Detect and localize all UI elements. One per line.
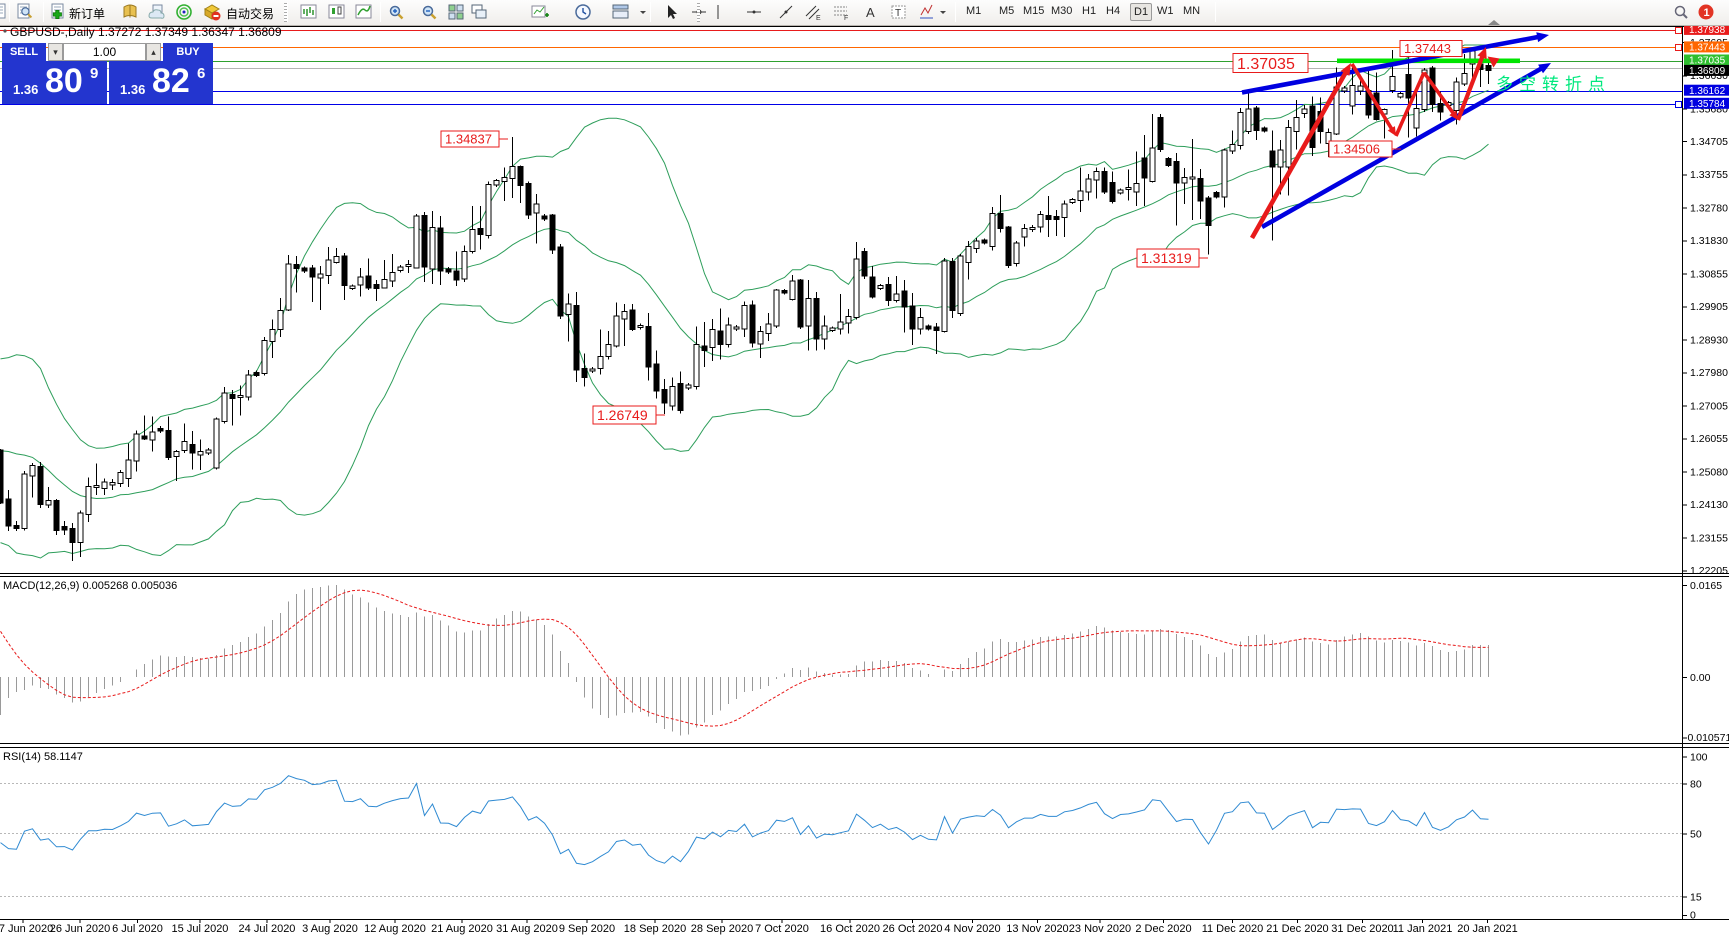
svg-text:11 Jan 2021: 11 Jan 2021 [1393,923,1453,935]
svg-text:1.31830: 1.31830 [1690,235,1728,247]
svg-text:0: 0 [1690,910,1696,922]
svg-text:28 Sep 2020: 28 Sep 2020 [691,923,753,935]
svg-text:1.37035: 1.37035 [1237,56,1295,73]
svg-text:2 Dec 2020: 2 Dec 2020 [1135,923,1191,935]
svg-text:21 Aug 2020: 21 Aug 2020 [431,923,493,935]
svg-text:13 Nov 2020: 13 Nov 2020 [1006,923,1068,935]
svg-text:15: 15 [1690,891,1702,903]
svg-text:1.35784: 1.35784 [1689,99,1726,110]
svg-text:1.36809: 1.36809 [1689,66,1726,77]
svg-text:18 Sep 2020: 18 Sep 2020 [624,923,686,935]
svg-text:GBPUSD-,Daily 1.37272 1.37349: GBPUSD-,Daily 1.37272 1.37349 1.36347 1.… [10,25,282,39]
svg-text:1.37035: 1.37035 [1689,56,1726,67]
svg-text:MACD(12,26,9) 0.005268 0.00503: MACD(12,26,9) 0.005268 0.005036 [3,580,177,592]
svg-text:26 Oct 2020: 26 Oct 2020 [883,923,943,935]
svg-text:12 Aug 2020: 12 Aug 2020 [364,923,426,935]
svg-text:9 Sep 2020: 9 Sep 2020 [559,923,615,935]
svg-text:多空转折点: 多空转折点 [1496,75,1611,94]
svg-text:1.22205: 1.22205 [1690,565,1728,577]
svg-text:1.27005: 1.27005 [1690,401,1728,413]
svg-text:1.27980: 1.27980 [1690,367,1728,379]
svg-text:1.24130: 1.24130 [1690,499,1728,511]
svg-text:4 Nov 2020: 4 Nov 2020 [944,923,1000,935]
svg-text:15 Jul 2020: 15 Jul 2020 [172,923,229,935]
svg-text:21 Dec 2020: 21 Dec 2020 [1266,923,1328,935]
svg-text:50: 50 [1690,828,1702,840]
svg-text:0.0165: 0.0165 [1690,580,1722,592]
svg-text:1.34506: 1.34506 [1333,142,1380,157]
svg-text:1.23155: 1.23155 [1690,533,1728,545]
svg-text:31 Dec 2020: 31 Dec 2020 [1331,923,1393,935]
svg-text:1.29905: 1.29905 [1690,301,1728,313]
svg-text:11 Dec 2020: 11 Dec 2020 [1202,923,1264,935]
svg-text:1.30855: 1.30855 [1690,269,1728,281]
svg-text:1: 1 [1704,7,1710,19]
svg-text:20 Jan 2021: 20 Jan 2021 [1457,923,1518,935]
svg-text:23 Nov 2020: 23 Nov 2020 [1069,923,1131,935]
svg-text:80: 80 [1690,778,1702,790]
svg-text:A: A [866,5,875,20]
svg-text:1.28930: 1.28930 [1690,335,1728,347]
svg-text:3 Aug 2020: 3 Aug 2020 [302,923,358,935]
svg-text:17 Jun 2020: 17 Jun 2020 [0,923,53,935]
svg-text:1.34837: 1.34837 [445,132,492,147]
svg-text:100: 100 [1690,751,1708,763]
svg-text:16 Oct 2020: 16 Oct 2020 [820,923,880,935]
svg-text:1.37443: 1.37443 [1404,41,1451,56]
svg-text:6 Jul 2020: 6 Jul 2020 [112,923,163,935]
svg-text:-0.010571: -0.010571 [1684,732,1729,744]
svg-text:RSI(14) 58.1147: RSI(14) 58.1147 [3,751,83,763]
svg-text:0.00: 0.00 [1690,672,1711,684]
svg-text:F: F [844,15,848,21]
svg-text:7 Oct 2020: 7 Oct 2020 [755,923,809,935]
svg-text:1.37443: 1.37443 [1689,43,1726,54]
svg-text:1.36162: 1.36162 [1689,86,1726,97]
svg-text:26 Jun 2020: 26 Jun 2020 [50,923,111,935]
svg-text:E: E [816,15,821,21]
svg-text:1.37938: 1.37938 [1689,25,1726,36]
svg-text:1.34705: 1.34705 [1690,136,1728,148]
svg-text:31 Aug 2020: 31 Aug 2020 [496,923,558,935]
svg-text:1.32780: 1.32780 [1690,203,1728,215]
svg-text:1.33755: 1.33755 [1690,169,1728,181]
svg-text:T: T [895,8,901,19]
svg-text:1.26749: 1.26749 [597,407,648,423]
svg-text:24 Jul 2020: 24 Jul 2020 [239,923,296,935]
svg-text:1.26055: 1.26055 [1690,433,1728,445]
svg-text:1.25080: 1.25080 [1690,467,1728,479]
svg-text:1.31319: 1.31319 [1141,250,1192,266]
